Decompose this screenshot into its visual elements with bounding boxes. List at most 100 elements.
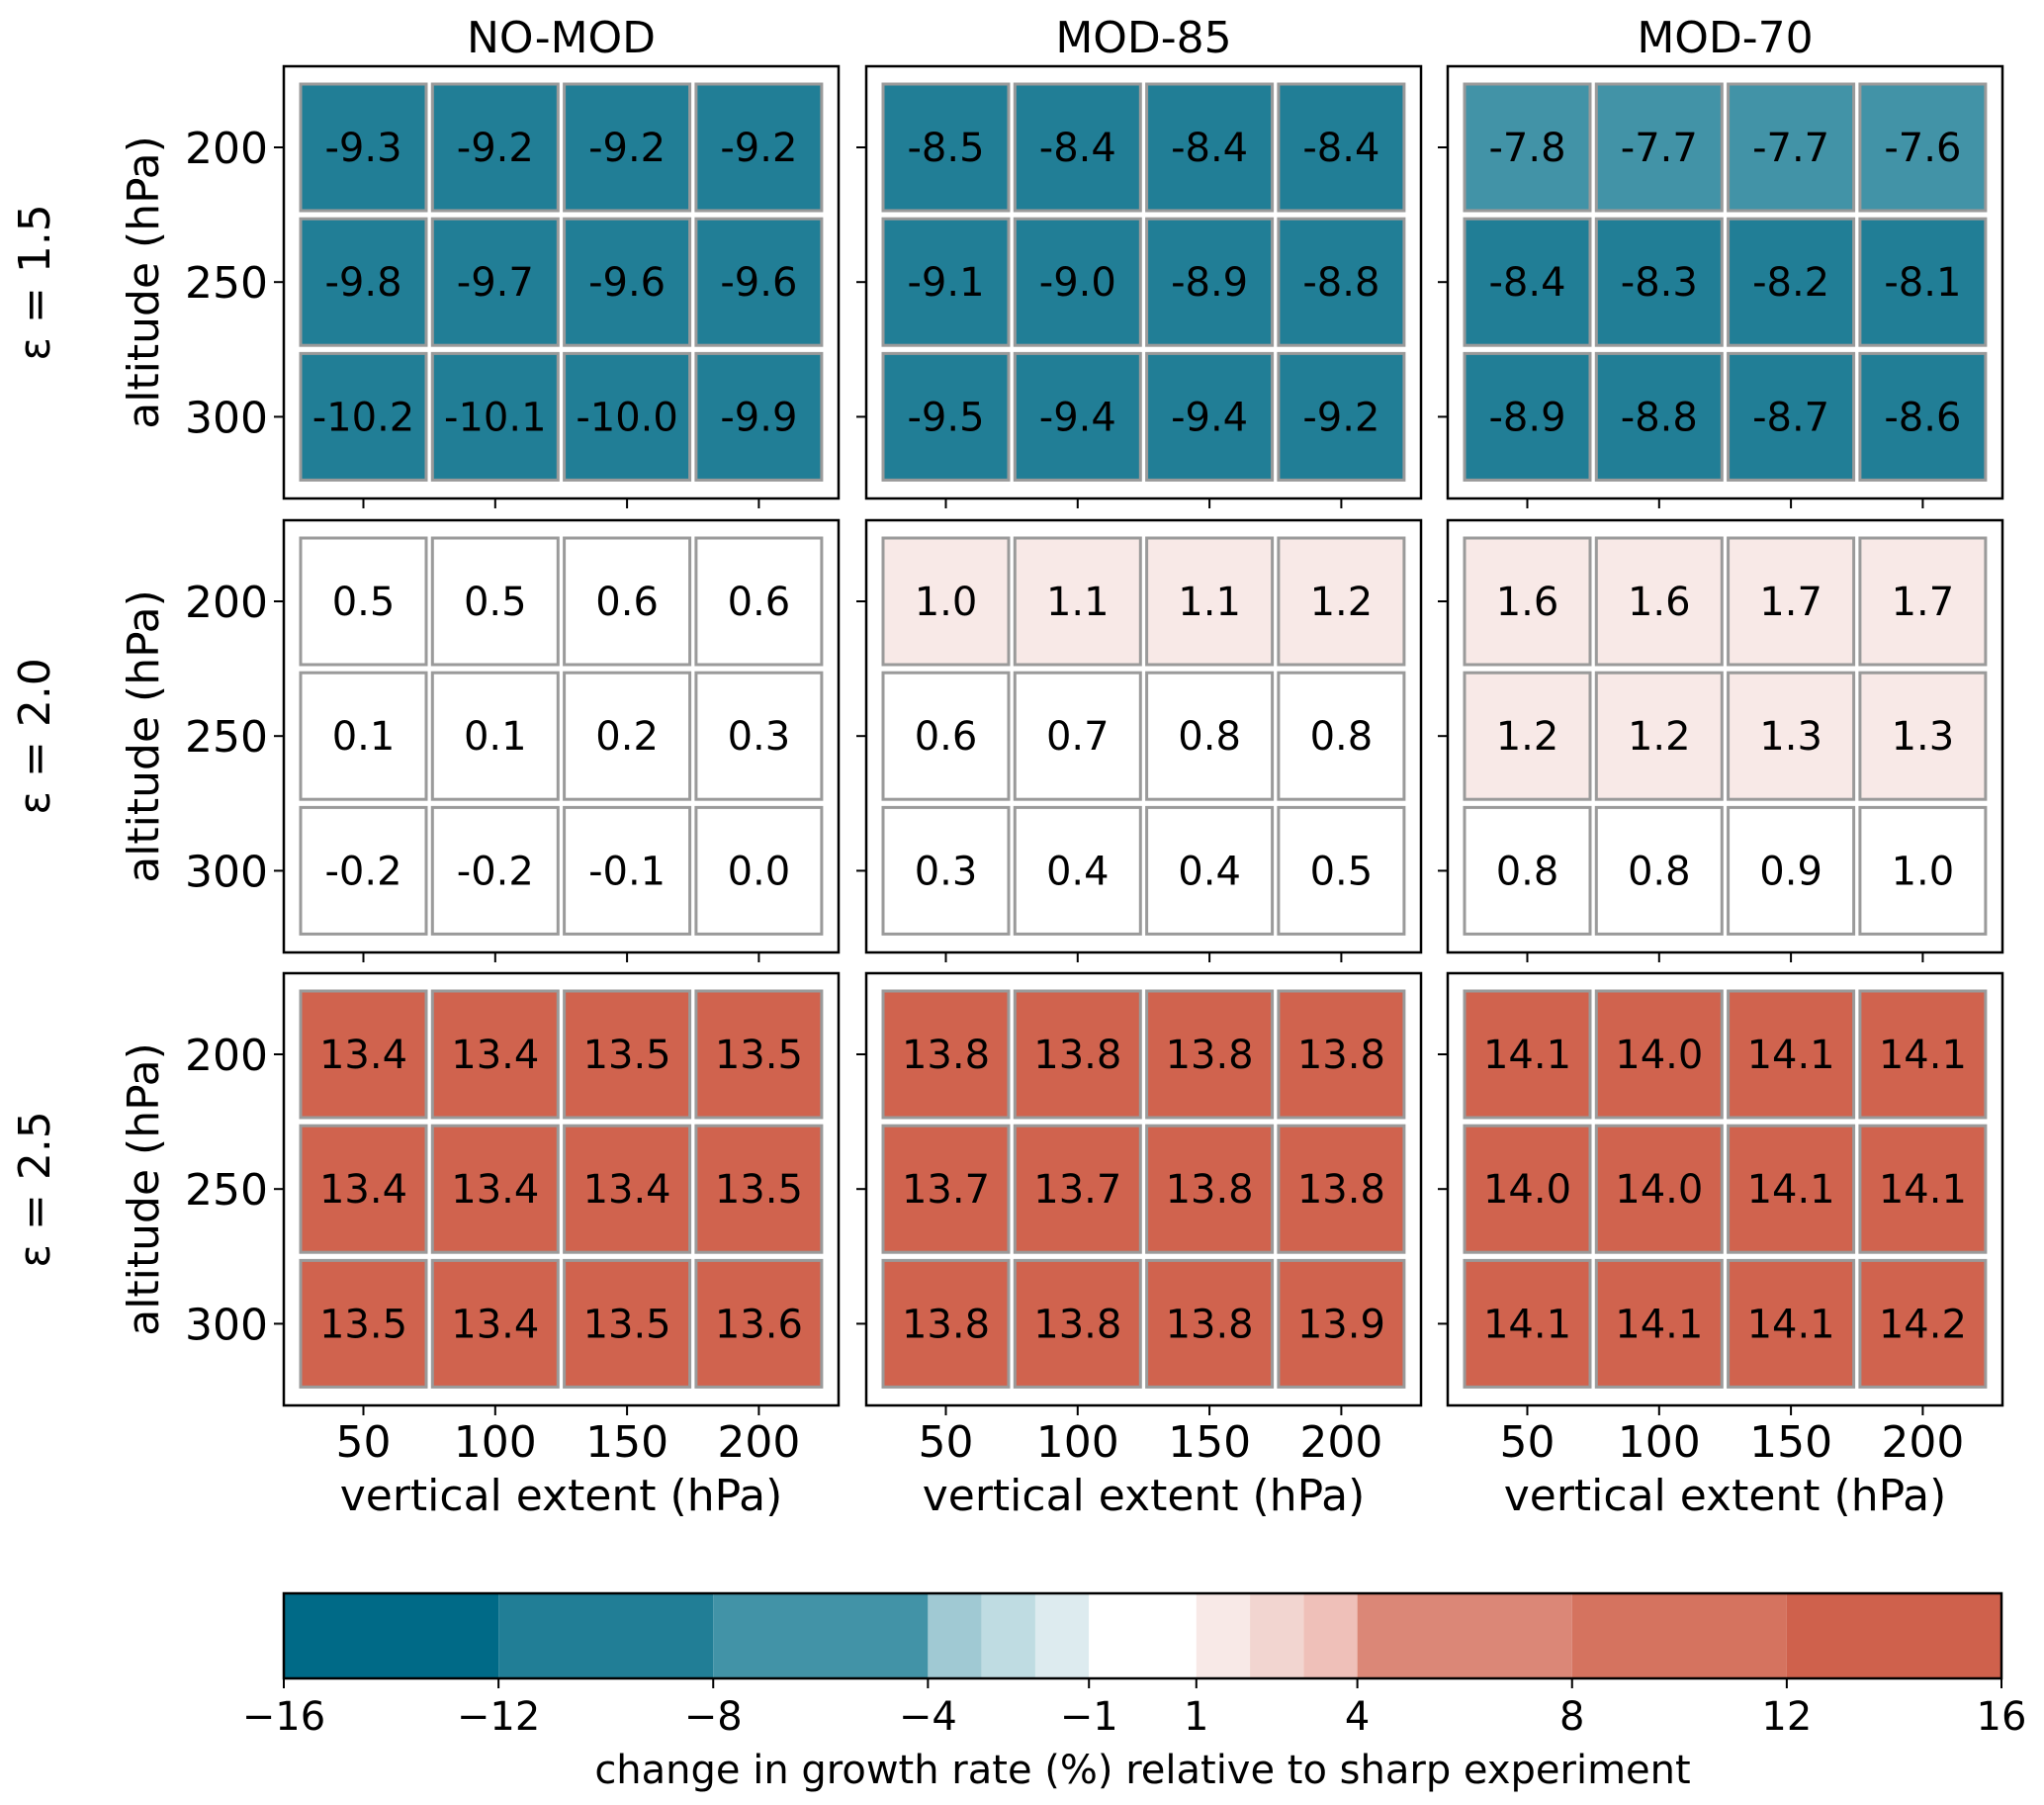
cell-value-label: 0.3: [728, 714, 791, 760]
panel-title: NO-MOD: [467, 13, 656, 63]
heatmap-cell: [299, 82, 428, 213]
heatmap-cell: [881, 805, 1011, 936]
cell-value-label: -8.1: [1884, 260, 1961, 306]
cell-value-label: 14.0: [1615, 1167, 1703, 1213]
cell-value-label: 13.8: [902, 1033, 990, 1078]
cell-value-label: 13.8: [1166, 1167, 1254, 1213]
heatmap-cell: [1013, 1258, 1142, 1389]
row-label-epsilon: ε = 1.5: [10, 204, 60, 361]
cell-value-label: 14.1: [1747, 1167, 1835, 1213]
colorbar-tick-label: 12: [1761, 1694, 1812, 1740]
cell-value-label: 13.9: [1297, 1302, 1385, 1347]
heatmap-cell: [1013, 351, 1142, 482]
heatmap-cell: [299, 671, 428, 801]
cell-value-label: -0.2: [457, 849, 534, 894]
heatmap-cell: [1145, 989, 1275, 1120]
panel: 0.5 0.5 0.6 0.6 0.1 0.1 0.2 0.3 -0.2 -0.2 -0.1 0.0 2…: [185, 518, 841, 962]
heatmap-cell: [1145, 671, 1275, 801]
colorbar-tick-label: −12: [457, 1694, 540, 1740]
heatmap-cell: [1277, 536, 1406, 667]
cell-value-label: 0.3: [915, 849, 978, 894]
cell-value-label: 14.2: [1879, 1302, 1967, 1347]
cell-value-label: 0.9: [1759, 849, 1822, 894]
x-tick-label: 50: [336, 1417, 392, 1468]
colorbar-tick-label: −4: [899, 1694, 957, 1740]
heatmap-cell: [430, 989, 560, 1120]
cell-value-label: 0.8: [1178, 714, 1241, 760]
cell-value-label: -8.7: [1752, 395, 1829, 440]
heatmap-cell: [1858, 82, 1988, 213]
heatmap-cell: [1858, 1124, 1988, 1254]
heatmap-cell: [694, 351, 824, 482]
cell-value-label: -0.1: [588, 849, 666, 894]
heatmap-cell: [881, 989, 1011, 1120]
cell-value-label: -9.6: [720, 260, 797, 306]
y-tick-label: 300: [185, 1300, 268, 1350]
x-tick-label: 100: [454, 1417, 537, 1468]
colorbar-tick-label: −1: [1060, 1694, 1118, 1740]
y-tick-label: 200: [185, 124, 268, 174]
heatmap-cell: [1727, 805, 1856, 936]
heatmap-cell: [1594, 1124, 1724, 1254]
colorbar-segment: [1786, 1593, 2001, 1678]
cell-value-label: -9.2: [588, 126, 666, 171]
cell-value-label: 1.6: [1628, 580, 1691, 625]
cell-value-label: 14.1: [1615, 1302, 1703, 1347]
cell-value-label: 0.1: [464, 714, 527, 760]
heatmap-cell: [1463, 1258, 1592, 1389]
heatmap-cell: [430, 805, 560, 936]
heatmap-cell: [1727, 671, 1856, 801]
cell-value-label: 1.6: [1496, 580, 1559, 625]
cell-value-label: 13.4: [451, 1033, 539, 1078]
heatmap-cell: [694, 805, 824, 936]
heatmap-cell: [1145, 1124, 1275, 1254]
heatmap-cell: [1277, 351, 1406, 482]
panel: 1.0 1.1 1.1 1.2 0.6 0.7 0.8 0.8 0.3 0.4 0.4 0.5: [856, 518, 1423, 962]
colorbar-tick-label: 1: [1184, 1694, 1208, 1740]
cell-value-label: 13.8: [1166, 1033, 1254, 1078]
panel: -9.3 -9.2 -9.2 -9.2 -9.8 -9.7 -9.6 -9.6 -10.2 -10…: [185, 64, 841, 508]
x-axis-label: vertical extent (hPa): [923, 1471, 1366, 1521]
heatmap-cell: [563, 82, 692, 213]
heatmap-cell: [1727, 82, 1856, 213]
heatmap-cell: [1013, 805, 1142, 936]
heatmap-cell: [1858, 536, 1988, 667]
colorbar-segment: [498, 1593, 714, 1678]
cell-value-label: 13.7: [902, 1167, 990, 1213]
cell-value-label: -8.4: [1302, 126, 1379, 171]
cell-value-label: -7.8: [1488, 126, 1565, 171]
x-tick-label: 200: [1881, 1417, 1964, 1468]
heatmap-cell: [1013, 671, 1142, 801]
cell-value-label: -0.2: [324, 849, 401, 894]
cell-value-label: 13.6: [715, 1302, 803, 1347]
cell-value-label: 1.2: [1496, 714, 1559, 760]
cell-value-label: 0.6: [728, 580, 791, 625]
heatmap-cell: [563, 989, 692, 1120]
cell-value-label: -8.9: [1488, 395, 1565, 440]
panel-title: MOD-70: [1637, 13, 1813, 63]
y-tick-label: 250: [185, 1165, 268, 1216]
heatmap-cell: [1463, 805, 1592, 936]
panel: 13.4 13.4 13.5 13.5 13.4 13.4 13.4 13.5 13.5 13.4…: [185, 971, 841, 1521]
heatmap-cell: [1858, 671, 1988, 801]
cell-value-label: 1.2: [1310, 580, 1374, 625]
cell-value-label: 0.1: [332, 714, 396, 760]
heatmap-cell: [1277, 671, 1406, 801]
heatmap-cell: [299, 1258, 428, 1389]
heatmap-cell: [1277, 217, 1406, 347]
heatmap-cell: [299, 351, 428, 482]
y-tick-label: 250: [185, 258, 268, 309]
cell-value-label: 0.6: [915, 714, 978, 760]
heatmap-cell: [881, 671, 1011, 801]
colorbar-segment: [1196, 1593, 1251, 1678]
heatmap-cell: [430, 1258, 560, 1389]
heatmap-cell: [1145, 1258, 1275, 1389]
cell-value-label: 1.7: [1892, 580, 1955, 625]
heatmap-cell: [1594, 536, 1724, 667]
heatmap-cell: [1277, 805, 1406, 936]
cell-value-label: 1.0: [1892, 849, 1955, 894]
heatmap-cell: [563, 536, 692, 667]
cell-value-label: 13.8: [1297, 1167, 1385, 1213]
cell-value-label: -8.5: [907, 126, 984, 171]
